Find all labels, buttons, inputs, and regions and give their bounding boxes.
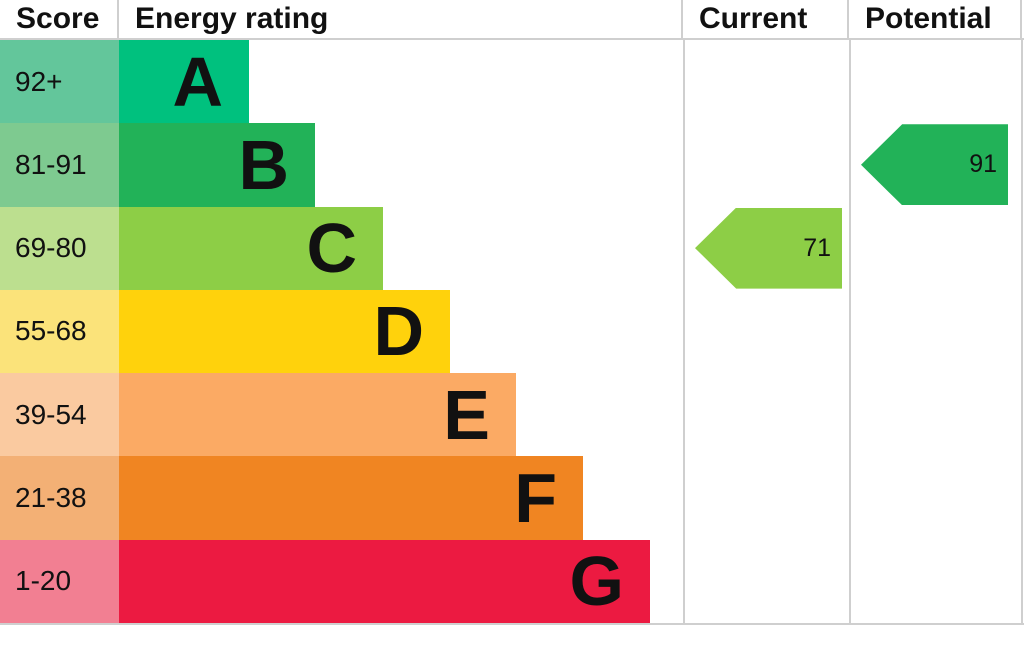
band-letter: F xyxy=(514,459,557,538)
band-row-b: 81-91 B xyxy=(0,123,683,207)
chart-body: 92+ A 81-91 B 69-80 C 55-68 D 39-54 E 21-38 F 1-20 G … xyxy=(0,40,1024,625)
current-column: 71 xyxy=(683,40,849,623)
band-letter: C xyxy=(306,209,357,288)
band-bar-a: A xyxy=(119,40,249,124)
band-row-d: 55-68 D xyxy=(0,289,683,374)
band-score-range: 1-20 xyxy=(0,539,119,623)
band-bar-b: B xyxy=(119,123,315,207)
band-bar-f: F xyxy=(119,456,583,540)
header-potential: Potential xyxy=(847,0,1022,38)
header-row: Score Energy rating Current Potential xyxy=(0,0,1024,40)
band-score-range: 92+ xyxy=(0,40,119,124)
band-score-range: 39-54 xyxy=(0,373,119,457)
rating-bands: 92+ A 81-91 B 69-80 C 55-68 D 39-54 E 21-38 F 1-20 G xyxy=(0,40,683,623)
band-bar-e: E xyxy=(119,373,516,457)
band-letter: G xyxy=(569,542,624,621)
band-letter: B xyxy=(238,125,289,204)
band-row-c: 69-80 C xyxy=(0,206,683,290)
band-score-range: 55-68 xyxy=(0,289,119,374)
band-letter: A xyxy=(172,42,223,121)
band-bar-d: D xyxy=(119,289,450,374)
current-value: 71 xyxy=(803,233,831,262)
band-score-range: 81-91 xyxy=(0,123,119,207)
band-letter: D xyxy=(373,292,424,371)
band-score-range: 21-38 xyxy=(0,456,119,540)
band-letter: E xyxy=(443,375,490,454)
band-row-e: 39-54 E xyxy=(0,373,683,457)
band-row-a: 92+ A xyxy=(0,40,683,124)
header-energy-rating: Energy rating xyxy=(135,2,329,35)
potential-rating-arrow: 91 xyxy=(861,124,1008,206)
potential-value: 91 xyxy=(969,150,997,179)
band-bar-g: G xyxy=(119,539,650,623)
band-score-range: 69-80 xyxy=(0,206,119,290)
current-rating-arrow: 71 xyxy=(695,207,842,289)
header-score: Score xyxy=(0,0,119,38)
band-bar-c: C xyxy=(119,206,383,290)
potential-column: 91 xyxy=(849,40,1023,623)
band-row-g: 1-20 G xyxy=(0,539,683,623)
header-current: Current xyxy=(681,0,847,38)
band-row-f: 21-38 F xyxy=(0,456,683,540)
